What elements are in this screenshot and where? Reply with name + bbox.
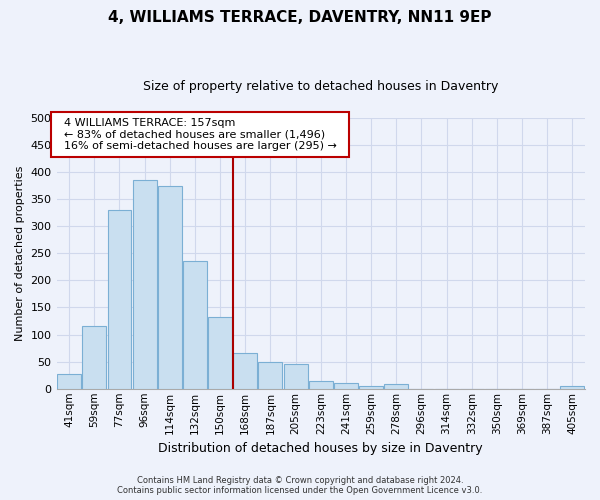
Bar	[183, 261, 207, 389]
Title: Size of property relative to detached houses in Daventry: Size of property relative to detached ho…	[143, 80, 499, 93]
Bar	[133, 180, 157, 389]
Bar	[82, 326, 106, 389]
Bar	[259, 362, 283, 389]
Bar	[385, 384, 408, 389]
Bar	[107, 210, 131, 389]
Text: 4 WILLIAMS TERRACE: 157sqm
  ← 83% of detached houses are smaller (1,496)
  16% : 4 WILLIAMS TERRACE: 157sqm ← 83% of deta…	[56, 118, 343, 151]
Bar	[208, 316, 232, 389]
Bar	[233, 353, 257, 389]
Text: 4, WILLIAMS TERRACE, DAVENTRY, NN11 9EP: 4, WILLIAMS TERRACE, DAVENTRY, NN11 9EP	[108, 10, 492, 25]
Text: Contains HM Land Registry data © Crown copyright and database right 2024.
Contai: Contains HM Land Registry data © Crown c…	[118, 476, 482, 495]
Y-axis label: Number of detached properties: Number of detached properties	[15, 166, 25, 341]
Bar	[334, 384, 358, 389]
Bar	[284, 364, 308, 389]
X-axis label: Distribution of detached houses by size in Daventry: Distribution of detached houses by size …	[158, 442, 483, 455]
Bar	[158, 186, 182, 389]
Bar	[309, 380, 333, 389]
Bar	[57, 374, 81, 389]
Bar	[560, 386, 584, 389]
Bar	[359, 386, 383, 389]
